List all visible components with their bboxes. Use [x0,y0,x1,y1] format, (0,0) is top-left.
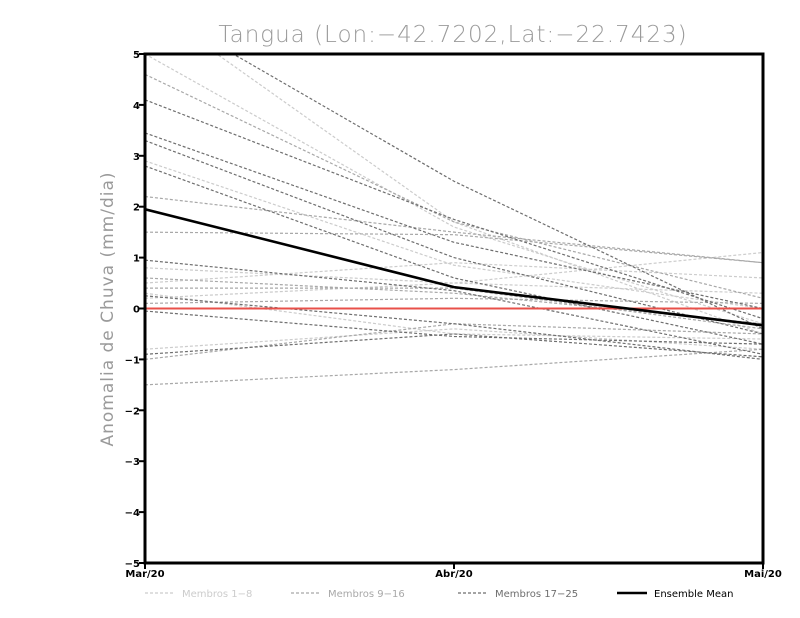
y-axis-label: Anomalia de Chuva (mm/dia) [98,171,118,446]
y-tick-label: 4 [133,101,140,112]
chart-title: Tangua (Lon:−42.7202,Lat:−22.7423) [218,22,687,48]
legend-label: Membros 9−16 [328,589,405,600]
member-line-11 [145,231,763,264]
member-lines [145,54,763,386]
member-line-21 [145,165,763,345]
member-line-20 [145,139,763,335]
legend-label: Membros 17−25 [495,589,578,600]
member-line-8 [145,251,763,299]
legend: Membros 1−8 Membros 9−16 Membros 17−25 Ense… [145,589,733,600]
x-tick-label: Mai/20 [744,569,782,580]
y-tick-label: −2 [125,406,140,417]
member-line-5 [145,262,763,284]
plot-frame [143,52,765,565]
y-tick-label: −5 [125,559,140,570]
ensemble-mean-layer [145,207,763,327]
member-line-7 [145,328,763,350]
member-line-15 [145,348,763,386]
y-tick-label: −3 [125,457,140,468]
member-line-22 [145,259,763,355]
member-line-1 [215,54,763,335]
member-line-16 [145,287,763,330]
member-line-4 [145,267,763,294]
ensemble-mean-line [145,207,763,327]
member-line-13 [145,297,763,305]
member-line-3 [145,160,763,310]
y-tick-label: 5 [133,50,140,61]
legend-label: Ensemble Mean [654,589,733,600]
member-line-9 [145,73,763,299]
y-tick-label: 1 [133,254,140,265]
member-line-25 [145,333,763,358]
y-tick-label: 2 [133,203,140,214]
legend-label: Membros 1−8 [182,589,252,600]
y-tick-label: 0 [133,305,140,316]
member-line-2 [145,54,763,325]
x-tick-label: Mar/20 [125,569,164,580]
y-tick-label: −4 [125,508,140,519]
x-tick-label: Abr/20 [435,569,472,580]
member-line-19 [145,132,763,310]
member-line-18 [145,99,763,320]
member-line-24 [145,310,763,345]
y-tick-label: −1 [125,355,140,366]
y-tick-label: 3 [133,152,140,163]
member-line-23 [145,295,763,360]
member-line-17 [232,54,763,330]
member-line-10 [145,195,763,264]
member-line-6 [145,292,763,340]
